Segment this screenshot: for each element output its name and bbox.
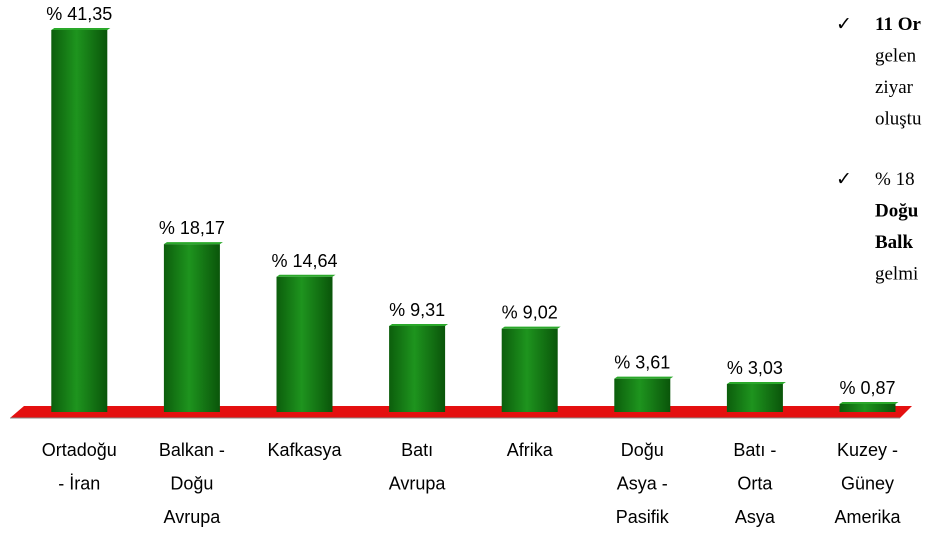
x-tick-label: Kuzey - <box>837 440 898 460</box>
annotation: gelen <box>875 46 917 67</box>
floor <box>10 406 912 418</box>
value-label: % 9,31 <box>389 300 445 320</box>
x-tick-label: Avrupa <box>389 474 447 494</box>
bar-top <box>839 401 899 404</box>
value-label: % 9,02 <box>502 303 558 323</box>
x-tick-label: Doğu <box>170 474 213 494</box>
check-mark: ✓ <box>836 169 852 190</box>
annotation: Balk <box>875 232 913 253</box>
value-label: % 3,03 <box>727 358 783 378</box>
value-label: % 18,17 <box>159 218 225 238</box>
bar-top <box>614 376 674 379</box>
bar <box>51 30 108 412</box>
annotation: 11 Or <box>875 14 921 35</box>
bar <box>389 325 446 412</box>
check-mark: ✓ <box>836 14 852 35</box>
x-tick-label: Amerika <box>834 507 901 527</box>
x-tick-label: Batı <box>401 440 433 460</box>
annotation: ziyar <box>875 77 914 98</box>
x-tick-label: Kafkasya <box>267 440 342 460</box>
annotation: Doğu <box>875 201 919 222</box>
annotation: gelmi <box>875 264 918 285</box>
value-label: % 41,35 <box>46 4 112 24</box>
bar <box>839 403 896 412</box>
value-label: % 14,64 <box>271 251 337 271</box>
bar <box>726 384 783 412</box>
annotation: oluştu <box>875 109 922 130</box>
x-tick-label: Balkan - <box>159 440 225 460</box>
x-tick-label: Batı - <box>733 440 776 460</box>
bar <box>276 276 333 412</box>
bar-top <box>389 323 449 326</box>
bar-top <box>51 28 111 30</box>
bar <box>501 328 558 412</box>
bar-top <box>163 242 223 245</box>
x-tick-label: Güney <box>841 474 894 494</box>
annotation: % 18 <box>875 169 915 190</box>
x-tick-label: Asya <box>735 507 776 527</box>
x-tick-label: Afrika <box>507 440 554 460</box>
bar-top <box>276 274 336 277</box>
x-tick-label: Ortadoğu <box>42 440 117 460</box>
x-tick-label: Pasifik <box>616 507 670 527</box>
x-tick-label: Doğu <box>621 440 664 460</box>
bar <box>614 378 671 412</box>
x-tick-label: - İran <box>58 474 100 494</box>
bar-top <box>726 382 786 385</box>
bar-top <box>501 326 561 329</box>
value-label: % 0,87 <box>839 378 895 398</box>
bar <box>163 244 220 412</box>
value-label: % 3,61 <box>614 353 670 373</box>
x-tick-label: Asya - <box>617 474 668 494</box>
x-tick-label: Orta <box>737 474 773 494</box>
x-tick-label: Avrupa <box>164 507 222 527</box>
